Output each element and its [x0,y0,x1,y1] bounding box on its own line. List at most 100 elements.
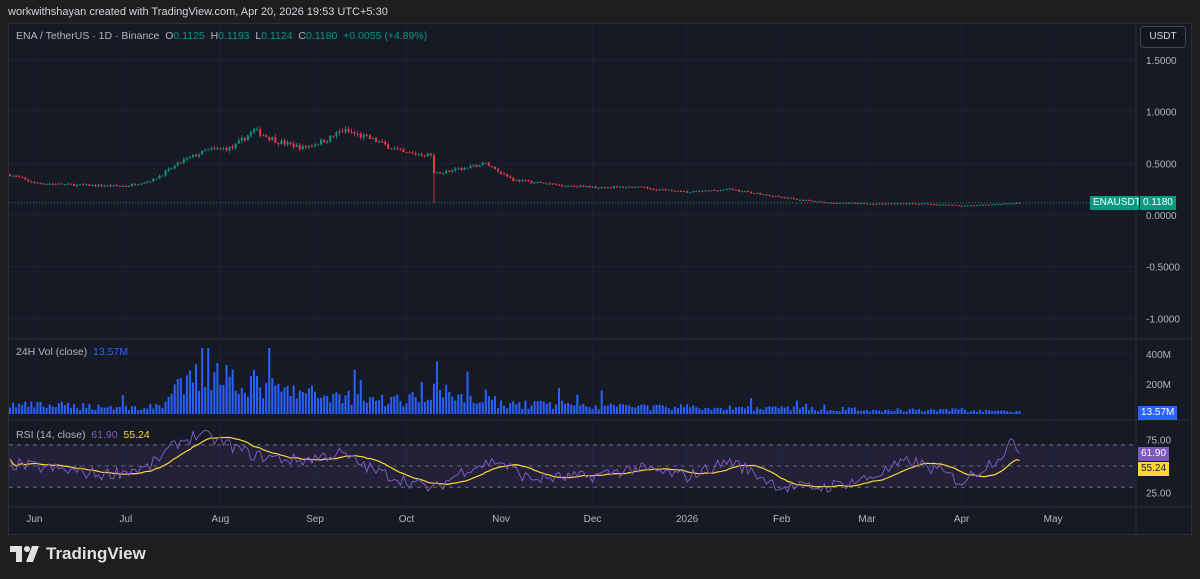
candle-body [493,166,496,170]
volume-bar [795,400,798,414]
candle-body [948,204,951,206]
volume-bar [963,409,966,414]
volume-bar [701,409,704,414]
candle-body [323,139,326,143]
volume-bar [332,393,335,414]
volume-bar [652,405,655,414]
volume-bar [710,409,713,414]
volume-bar [612,404,615,414]
candle-body [204,150,207,152]
candle-body [396,148,399,150]
volume-bar [417,402,420,414]
candle-body [521,180,524,182]
candle-body [253,129,255,133]
candle-body [173,165,176,169]
candle-body [774,195,777,197]
volume-bar [481,402,484,414]
volume-legend: 24H Vol (close) 13.57M [16,346,128,358]
volume-bar [707,408,710,414]
volume-bar [637,405,640,414]
candle-body [622,186,625,188]
candle-body [210,148,213,150]
candle-body [792,198,795,200]
volume-bar [201,348,204,414]
volume-bar [512,401,515,414]
volume-bar [82,403,85,414]
volume-bar [170,394,173,414]
volume-bar [640,404,643,414]
volume-bar [1012,412,1015,414]
candle-body [222,148,225,150]
volume-bar [436,361,438,414]
candle-body [850,202,853,204]
currency-button[interactable]: USDT [1140,26,1186,48]
volume-bar [887,409,890,414]
volume-bar [625,405,628,414]
candle-body [667,189,670,191]
volume-bar [649,410,652,414]
candle-body [570,185,573,187]
price-tick-label: 1.5000 [1146,56,1177,67]
volume-bar [554,404,557,414]
volume-bar [533,401,536,414]
candle-body [158,176,161,179]
chart-frame[interactable] [8,23,1192,535]
candle-body [646,187,649,189]
volume-bar [881,411,884,414]
volume-bar [182,394,185,414]
candle-body [997,203,1000,205]
volume-bar [689,407,692,414]
volume-bar [326,395,329,414]
candle-body [497,169,499,172]
volume-bar [97,404,100,414]
volume-bar [432,383,435,414]
candle-body [695,190,698,192]
candle-body [963,205,966,207]
volume-bar [158,405,161,414]
candle-body [716,190,719,192]
rsi-ma-tag: 55.24 [1138,462,1170,476]
volume-bar [131,406,133,414]
candle-body [780,196,783,198]
volume-bar [817,411,820,414]
volume-bar [21,405,24,414]
volume-bar [121,395,124,414]
candle-body [856,202,859,204]
candle-body [143,182,146,184]
candle-body [756,192,759,194]
candle-body [878,203,881,205]
volume-bar [384,406,387,414]
volume-bar [45,407,48,414]
candle-body [1000,203,1003,205]
volume-bar [582,403,585,414]
volume-bar [149,403,152,414]
candle-body [359,133,362,138]
candle-body [805,199,808,201]
candle-body [798,199,801,201]
volume-bar [286,386,289,414]
volume-bar [301,392,304,414]
candle-body [634,186,637,188]
candle-body [15,175,18,177]
candle-body [66,183,69,185]
candle-body [554,183,557,185]
volume-bar [124,405,127,414]
volume-bar [981,411,984,414]
candle-body [63,184,66,186]
volume-bar [622,404,625,414]
candle-body [887,203,890,205]
tradingview-logo[interactable]: TradingView [10,544,146,564]
candle-body [564,186,567,188]
volume-bar [960,407,963,414]
volume-bar [36,401,39,414]
candle-body [609,187,612,189]
volume-bar [902,411,905,414]
tv-logo-icon [10,546,39,562]
volume-bar [594,405,597,414]
candle-body [829,202,832,204]
candle-body [368,135,371,139]
candle-body [146,181,149,183]
candle-body [527,180,530,182]
candle-body [118,185,121,187]
